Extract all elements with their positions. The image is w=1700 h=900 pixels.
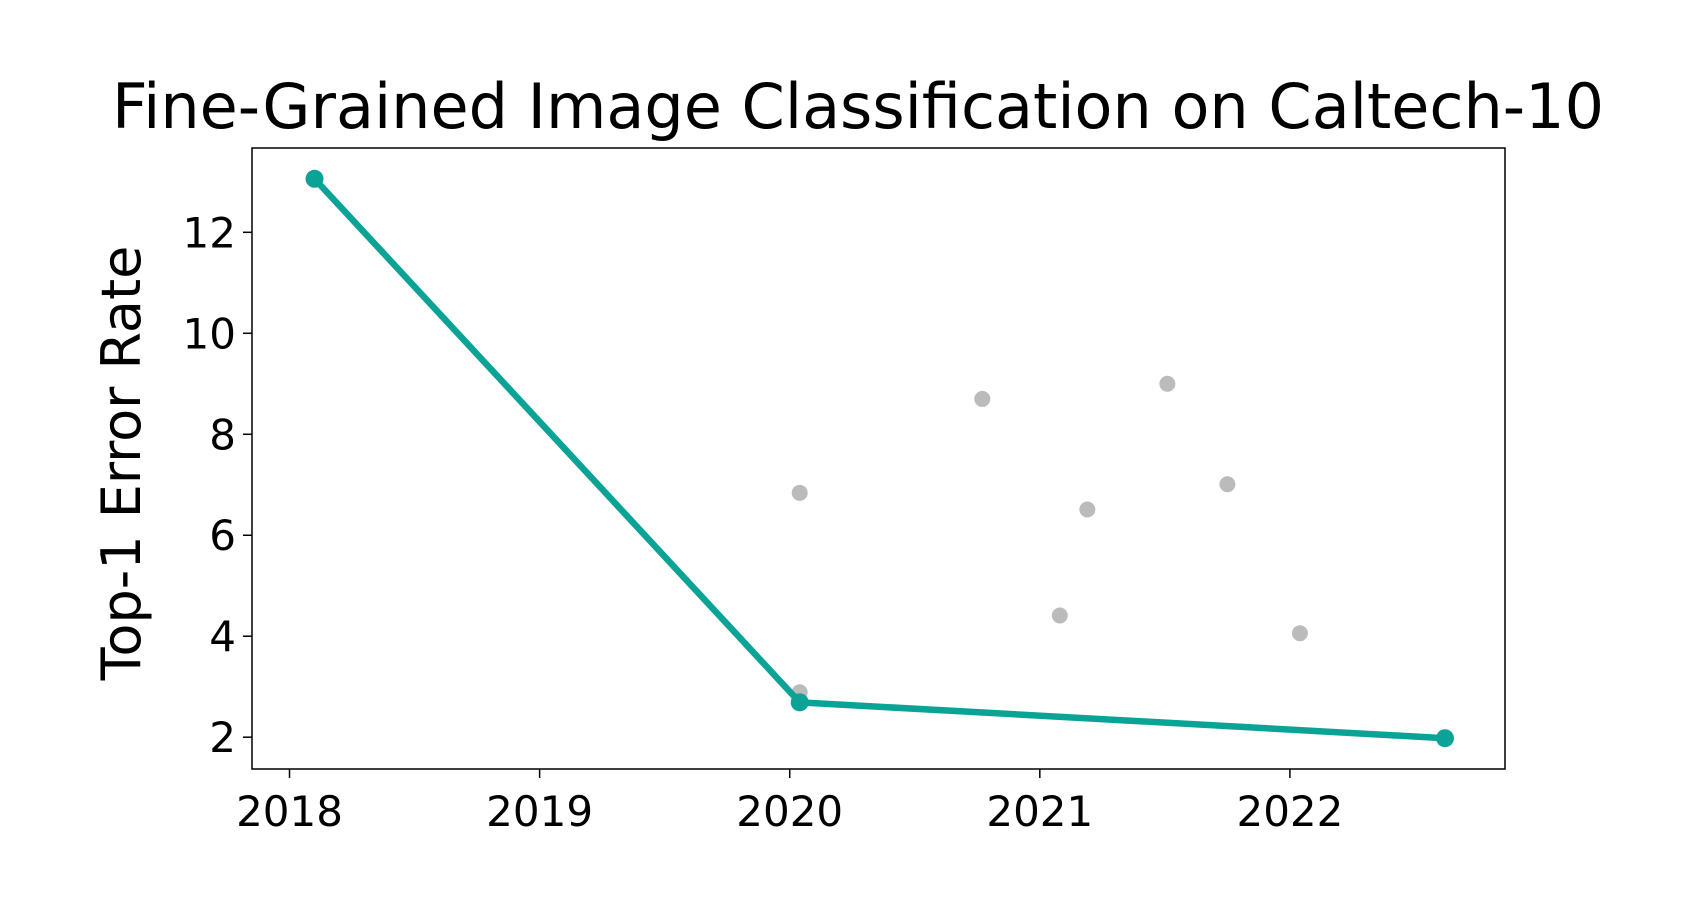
- line: [312, 176, 1446, 742]
- x-tick-label: 2020: [736, 787, 843, 836]
- point: [1219, 476, 1236, 493]
- y-tick-label: 2: [209, 713, 236, 762]
- point: [1051, 607, 1068, 624]
- x-tick-label: 2022: [1236, 787, 1343, 836]
- point: [791, 484, 808, 501]
- y-tick-label: 10: [183, 309, 236, 358]
- y-tick-label: 8: [209, 410, 236, 459]
- chart-title: Fine-Grained Image Classification on Cal…: [112, 70, 1604, 143]
- point: [974, 390, 991, 407]
- point: [1291, 625, 1308, 642]
- line-point: [790, 693, 809, 712]
- plot-frame: [251, 147, 1506, 770]
- x-tick-label: 2021: [986, 787, 1093, 836]
- y-tick-label: 4: [209, 612, 236, 661]
- line-point: [305, 169, 324, 188]
- y-tick-label: 12: [183, 208, 236, 257]
- x-tick-label: 2018: [236, 787, 343, 836]
- y-axis-label: Top-1 Error Rate: [90, 246, 153, 682]
- point: [1079, 501, 1096, 518]
- line-point: [1435, 729, 1454, 748]
- point: [1159, 375, 1176, 392]
- y-tick-label: 6: [209, 511, 236, 560]
- x-tick-label: 2019: [486, 787, 593, 836]
